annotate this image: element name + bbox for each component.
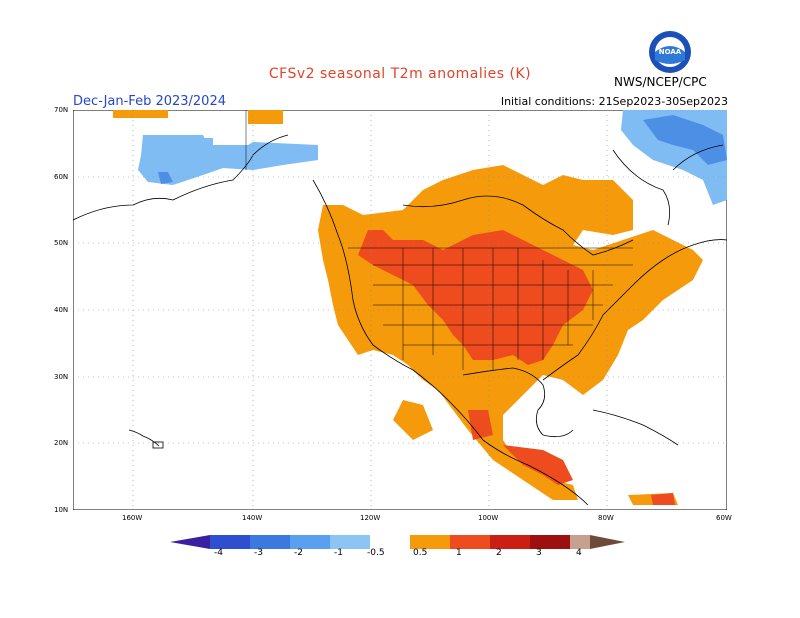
- colorbar-label-minus1: -1: [334, 548, 343, 558]
- color-scale-bar: [170, 535, 625, 549]
- colorbar-label-minus3: -3: [254, 548, 263, 558]
- anomaly-map: [73, 110, 727, 510]
- lon-label-80w: 80W: [598, 514, 614, 522]
- colorbar-label-minus4: -4: [214, 548, 223, 558]
- svg-text:NOAA: NOAA: [659, 48, 682, 56]
- lat-label-30n: 30N: [54, 373, 69, 381]
- chart-title: CFSv2 seasonal T2m anomalies (K): [268, 66, 532, 82]
- strong-warm-anomaly-central-us: [358, 230, 675, 505]
- lat-label-40n: 40N: [54, 306, 69, 314]
- colorbar-label-minus0-5: -0.5: [367, 548, 385, 558]
- graticule: [73, 110, 727, 510]
- lat-label-70n: 70N: [54, 106, 69, 114]
- season-label: Dec-Jan-Feb 2023/2024: [73, 94, 226, 109]
- colorbar-label-0-5: 0.5: [413, 548, 428, 558]
- colorbar-label-2: 2: [496, 548, 502, 558]
- colorbar-label-1: 1: [456, 548, 462, 558]
- colorbar-label-minus2: -2: [294, 548, 303, 558]
- political-borders: [245, 110, 633, 370]
- lon-label-100w: 100W: [478, 514, 499, 522]
- lon-label-60w: 60W: [716, 514, 732, 522]
- lon-label-160w: 160W: [122, 514, 143, 522]
- initial-conditions-label: Initial conditions: 21Sep2023-30Sep2023: [500, 95, 728, 108]
- lat-label-10n: 10N: [54, 506, 69, 514]
- lon-label-120w: 120W: [360, 514, 381, 522]
- agency-label: NWS/NCEP/CPC: [614, 75, 707, 89]
- colorbar-label-4: 4: [576, 548, 582, 558]
- lat-label-50n: 50N: [54, 239, 69, 247]
- lat-label-60n: 60N: [54, 173, 69, 181]
- cold-anomaly-greenland: [621, 110, 727, 205]
- coastlines: [73, 134, 727, 506]
- noaa-logo-icon: NOAA: [649, 31, 691, 73]
- lat-label-20n: 20N: [54, 439, 69, 447]
- cold-anomaly-alaska: [138, 135, 318, 185]
- colorbar-label-3: 3: [536, 548, 542, 558]
- lon-label-140w: 140W: [242, 514, 263, 522]
